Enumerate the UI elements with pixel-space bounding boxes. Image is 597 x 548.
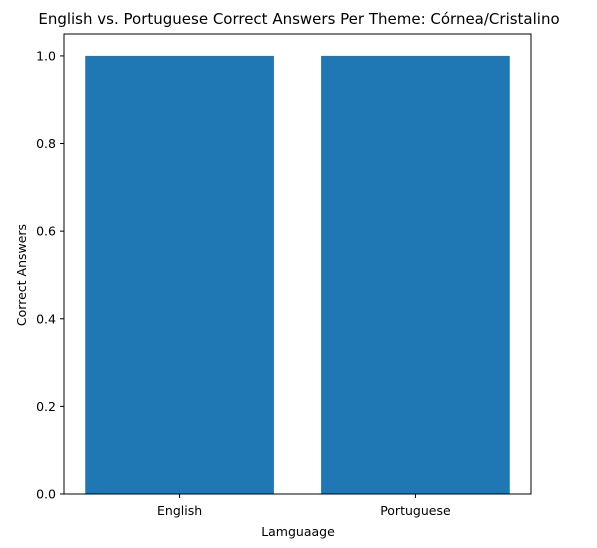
y-tick-label: 0.4 (36, 311, 56, 326)
bar-english (85, 55, 274, 495)
x-axis: English Portuguese (157, 494, 451, 518)
y-tick-label: 1.0 (36, 48, 56, 63)
y-tick-label: 0.8 (36, 136, 56, 151)
x-axis-label: Lamguaage (261, 524, 335, 539)
y-axis: 0.0 0.2 0.4 0.6 0.8 1.0 (36, 48, 64, 502)
y-axis-label: Correct Answers (14, 224, 29, 326)
x-tick-label-english: English (157, 503, 202, 518)
chart-title: English vs. Portuguese Correct Answers P… (38, 10, 559, 28)
y-tick-label: 0.2 (36, 399, 56, 414)
bars (85, 55, 510, 495)
x-tick-label-portuguese: Portuguese (380, 503, 451, 518)
plot-frame (63, 33, 532, 495)
y-tick-label: 0.6 (36, 224, 56, 239)
bar-portuguese (321, 55, 510, 495)
y-tick-label: 0.0 (36, 487, 56, 502)
